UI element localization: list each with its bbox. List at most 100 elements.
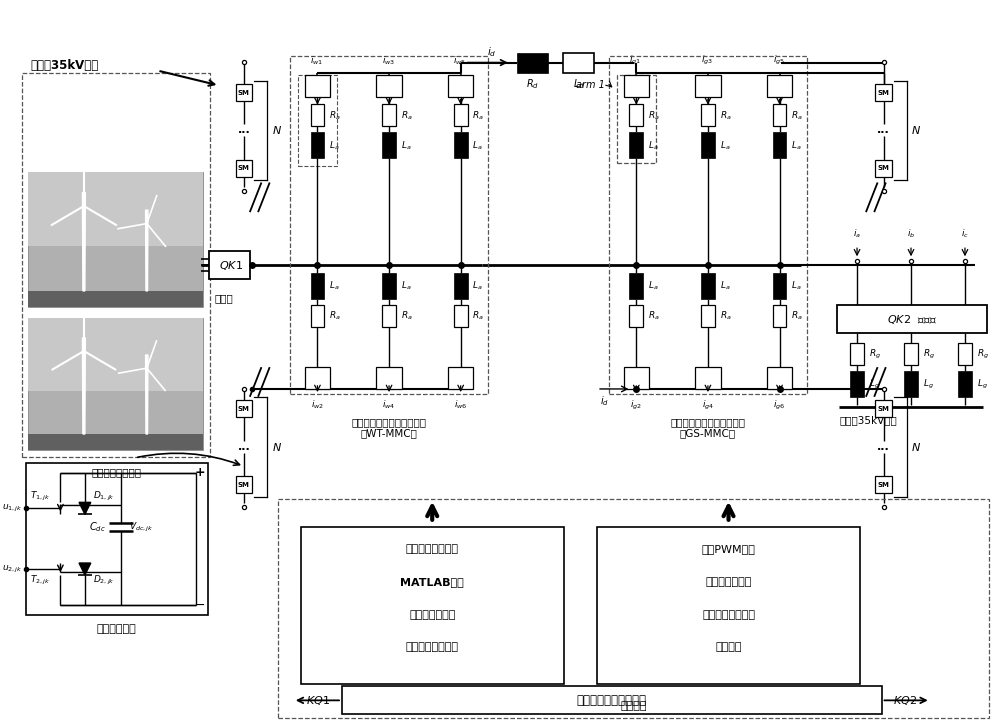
Bar [28, 318, 203, 450]
Bar [290, 55, 488, 394]
Text: $i_{g2}$: $i_{g2}$ [630, 399, 642, 412]
Bar [376, 367, 402, 389]
Bar [701, 305, 715, 327]
Polygon shape [82, 193, 85, 291]
Bar [597, 526, 860, 684]
Text: $i_d$: $i_d$ [487, 46, 497, 60]
Text: $R_g$: $R_g$ [977, 348, 989, 361]
Bar [624, 367, 649, 389]
Text: $R_d$: $R_d$ [526, 78, 539, 92]
Text: $KQ2$: $KQ2$ [893, 694, 917, 707]
Text: $L_a$: $L_a$ [791, 139, 802, 152]
Bar [26, 463, 208, 614]
Text: ...: ... [877, 442, 890, 452]
Bar [837, 305, 987, 333]
Text: $i_{w2}$: $i_{w2}$ [311, 399, 324, 411]
Bar [904, 343, 918, 365]
Bar [311, 132, 324, 158]
Text: $T_{2,jk}$: $T_{2,jk}$ [30, 574, 50, 587]
Text: SM: SM [878, 482, 889, 488]
Bar [305, 75, 330, 97]
Text: $QK2$  断路器: $QK2$ 断路器 [887, 313, 937, 326]
Text: ...: ... [237, 442, 250, 452]
Bar [850, 343, 864, 365]
Text: $D_{1,jk}$: $D_{1,jk}$ [93, 490, 115, 503]
Bar [301, 526, 564, 684]
Text: 风机侧模块化多电平变流器
（WT-MMC）: 风机侧模块化多电平变流器 （WT-MMC） [352, 417, 427, 438]
Polygon shape [146, 355, 148, 434]
Bar [382, 273, 396, 299]
Text: $D_{2,jk}$: $D_{2,jk}$ [93, 574, 115, 587]
Text: arm 1: arm 1 [576, 79, 605, 89]
Bar [22, 73, 210, 457]
Text: $L_g$: $L_g$ [977, 377, 988, 390]
Bar [298, 75, 337, 166]
Bar [904, 371, 918, 397]
Text: $L_a$: $L_a$ [329, 139, 340, 152]
Text: $N$: $N$ [272, 441, 282, 453]
Bar [875, 401, 892, 417]
Bar [28, 172, 203, 307]
Text: $i_{g1}$: $i_{g1}$ [629, 54, 641, 67]
Text: $i_c$: $i_c$ [961, 228, 969, 240]
Text: SM: SM [238, 89, 250, 95]
Bar [629, 273, 643, 299]
Bar [958, 371, 972, 397]
Bar [236, 401, 252, 417]
Bar [382, 305, 396, 327]
Bar [773, 305, 786, 327]
Text: $i_a$: $i_a$ [853, 228, 861, 240]
Bar [563, 52, 594, 73]
Text: $-$: $-$ [194, 598, 205, 611]
Text: $R_a$: $R_a$ [401, 310, 413, 322]
Text: $i_{w6}$: $i_{w6}$ [454, 399, 467, 411]
Text: 各种扰动信号模拟: 各种扰动信号模拟 [406, 544, 459, 554]
Text: ...: ... [237, 126, 250, 135]
Text: 控制框图: 控制框图 [621, 702, 647, 711]
Text: 子模块均压控制: 子模块均压控制 [409, 609, 455, 619]
Text: $R_g$: $R_g$ [923, 348, 935, 361]
Bar [209, 252, 250, 279]
Text: 待测试的风电机组: 待测试的风电机组 [91, 467, 141, 477]
Bar [454, 305, 468, 327]
Text: $u_{1,jk}$: $u_{1,jk}$ [2, 503, 22, 514]
Bar [454, 273, 468, 299]
Bar [454, 132, 468, 158]
Bar [236, 476, 252, 493]
Text: $L_g$: $L_g$ [923, 377, 934, 390]
Text: MATLAB编程: MATLAB编程 [400, 577, 464, 587]
Text: $L_a$: $L_a$ [720, 280, 730, 292]
Text: $L_a$: $L_a$ [720, 139, 730, 152]
Text: $R_a$: $R_a$ [401, 109, 413, 121]
Bar [382, 105, 396, 126]
Text: $L_a$: $L_a$ [791, 280, 802, 292]
Text: $C_{dc}$: $C_{dc}$ [89, 521, 106, 534]
Bar [28, 291, 203, 307]
Text: $R_a$: $R_a$ [720, 109, 731, 121]
Text: $L_a$: $L_a$ [648, 139, 659, 152]
Bar [695, 367, 721, 389]
Text: $i_b$: $i_b$ [907, 228, 915, 240]
Text: $QK1$: $QK1$ [219, 259, 243, 272]
Text: $R_a$: $R_a$ [329, 109, 341, 121]
Bar [767, 367, 792, 389]
Text: SM: SM [238, 482, 250, 488]
Text: SM: SM [878, 406, 889, 412]
Polygon shape [79, 563, 91, 575]
Bar [28, 434, 203, 450]
Text: $KQ1$: $KQ1$ [306, 694, 330, 707]
Bar [236, 84, 252, 101]
Bar [617, 75, 656, 164]
Bar [875, 476, 892, 493]
Text: SM: SM [238, 406, 250, 412]
Text: $i_{g3}$: $i_{g3}$ [701, 54, 713, 67]
Text: 子模块电路图: 子模块电路图 [97, 624, 137, 635]
Text: $N$: $N$ [911, 124, 921, 137]
Text: $N$: $N$ [911, 441, 921, 453]
Bar [695, 75, 721, 97]
Text: $L_a$: $L_a$ [472, 139, 483, 152]
Text: 风机侧35kV母线: 风机侧35kV母线 [30, 59, 98, 72]
Text: $R_g$: $R_g$ [869, 348, 881, 361]
Text: ...: ... [877, 126, 890, 135]
Bar [454, 105, 468, 126]
